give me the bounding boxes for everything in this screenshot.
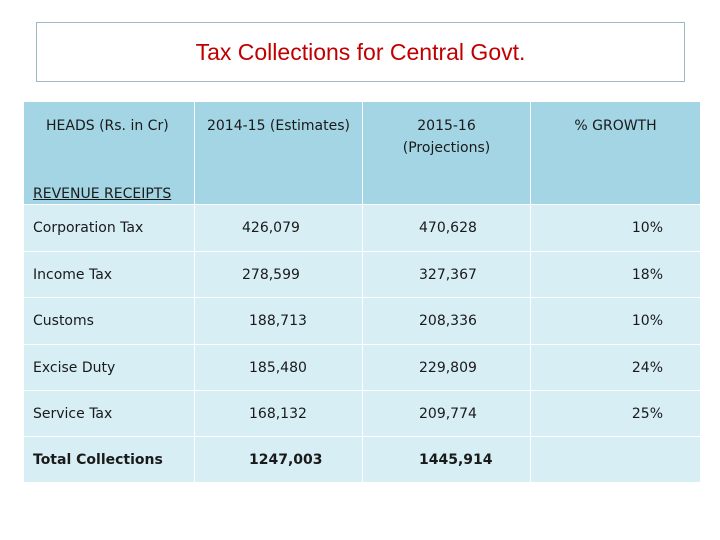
table-cell: 185,480 <box>194 344 362 390</box>
cell-growth: 18% <box>631 266 663 283</box>
header-growth-label: % GROWTH <box>574 118 657 134</box>
table-cell: 24% <box>530 344 700 390</box>
cell-growth: 24% <box>631 359 663 376</box>
table-cell: 327,367 <box>362 251 530 297</box>
row-head-label: Customs <box>33 313 94 329</box>
table-cell: 18% <box>530 251 700 297</box>
table-row-head: Income Tax <box>24 251 194 297</box>
cell-2015: 229,809 <box>419 359 477 376</box>
header-heads: HEADS (Rs. in Cr) REVENUE RECEIPTS <box>24 102 194 204</box>
header-2014: 2014-15 (Estimates) <box>194 102 362 204</box>
row-head-label: Excise Duty <box>33 359 116 376</box>
table-cell: 188,713 <box>194 297 362 344</box>
table-cell <box>530 436 700 482</box>
table-cell: 278,599 <box>194 251 362 297</box>
cell-2014: 168,132 <box>249 405 307 422</box>
table-row-head: Customs <box>24 297 194 344</box>
table-row-head: Total Collections <box>24 436 194 482</box>
table-row-head: Excise Duty <box>24 344 194 390</box>
table-cell: 25% <box>530 390 700 436</box>
table-cell: 168,132 <box>194 390 362 436</box>
table-cell: 10% <box>530 297 700 344</box>
header-growth: % GROWTH <box>530 102 700 204</box>
cell-2014: 278,599 <box>242 266 300 283</box>
cell-growth: 25% <box>631 405 663 422</box>
row-head-label: Service Tax <box>33 405 113 422</box>
cell-2015: 327,367 <box>419 266 477 283</box>
cell-growth: 10% <box>631 313 663 329</box>
table-cell: 208,336 <box>362 297 530 344</box>
cell-2015: 470,628 <box>419 220 477 236</box>
header-2015: 2015-16 (Projections) <box>362 102 530 204</box>
cell-2015: 1445,914 <box>419 451 493 468</box>
table-cell: 470,628 <box>362 204 530 251</box>
cell-2015: 209,774 <box>419 405 477 422</box>
cell-2014: 188,713 <box>249 313 307 329</box>
page-title: Tax Collections for Central Govt. <box>195 38 526 65</box>
title-box: Tax Collections for Central Govt. <box>36 22 685 82</box>
cell-2014: 185,480 <box>249 359 307 376</box>
row-head-label: Income Tax <box>33 266 113 283</box>
header-2015-label: 2015-16 (Projections) <box>402 118 491 156</box>
table-row-head: Corporation Tax <box>24 204 194 251</box>
header-2014-label: 2014-15 (Estimates) <box>206 118 350 134</box>
header-heads-label: HEADS (Rs. in Cr) <box>46 118 169 134</box>
section-label: REVENUE RECEIPTS <box>33 186 172 202</box>
cell-growth: 10% <box>631 220 663 236</box>
cell-2015: 208,336 <box>419 313 477 329</box>
table-cell: 209,774 <box>362 390 530 436</box>
table-cell: 1247,003 <box>194 436 362 482</box>
tax-table: HEADS (Rs. in Cr) REVENUE RECEIPTS 2014-… <box>24 102 700 482</box>
row-head-label: Corporation Tax <box>33 220 144 236</box>
table-cell: 10% <box>530 204 700 251</box>
row-head-label: Total Collections <box>33 451 163 468</box>
table-row-head: Service Tax <box>24 390 194 436</box>
cell-2014: 426,079 <box>242 220 300 236</box>
cell-2014: 1247,003 <box>249 451 323 468</box>
table-cell: 426,079 <box>194 204 362 251</box>
table-cell: 1445,914 <box>362 436 530 482</box>
table-cell: 229,809 <box>362 344 530 390</box>
